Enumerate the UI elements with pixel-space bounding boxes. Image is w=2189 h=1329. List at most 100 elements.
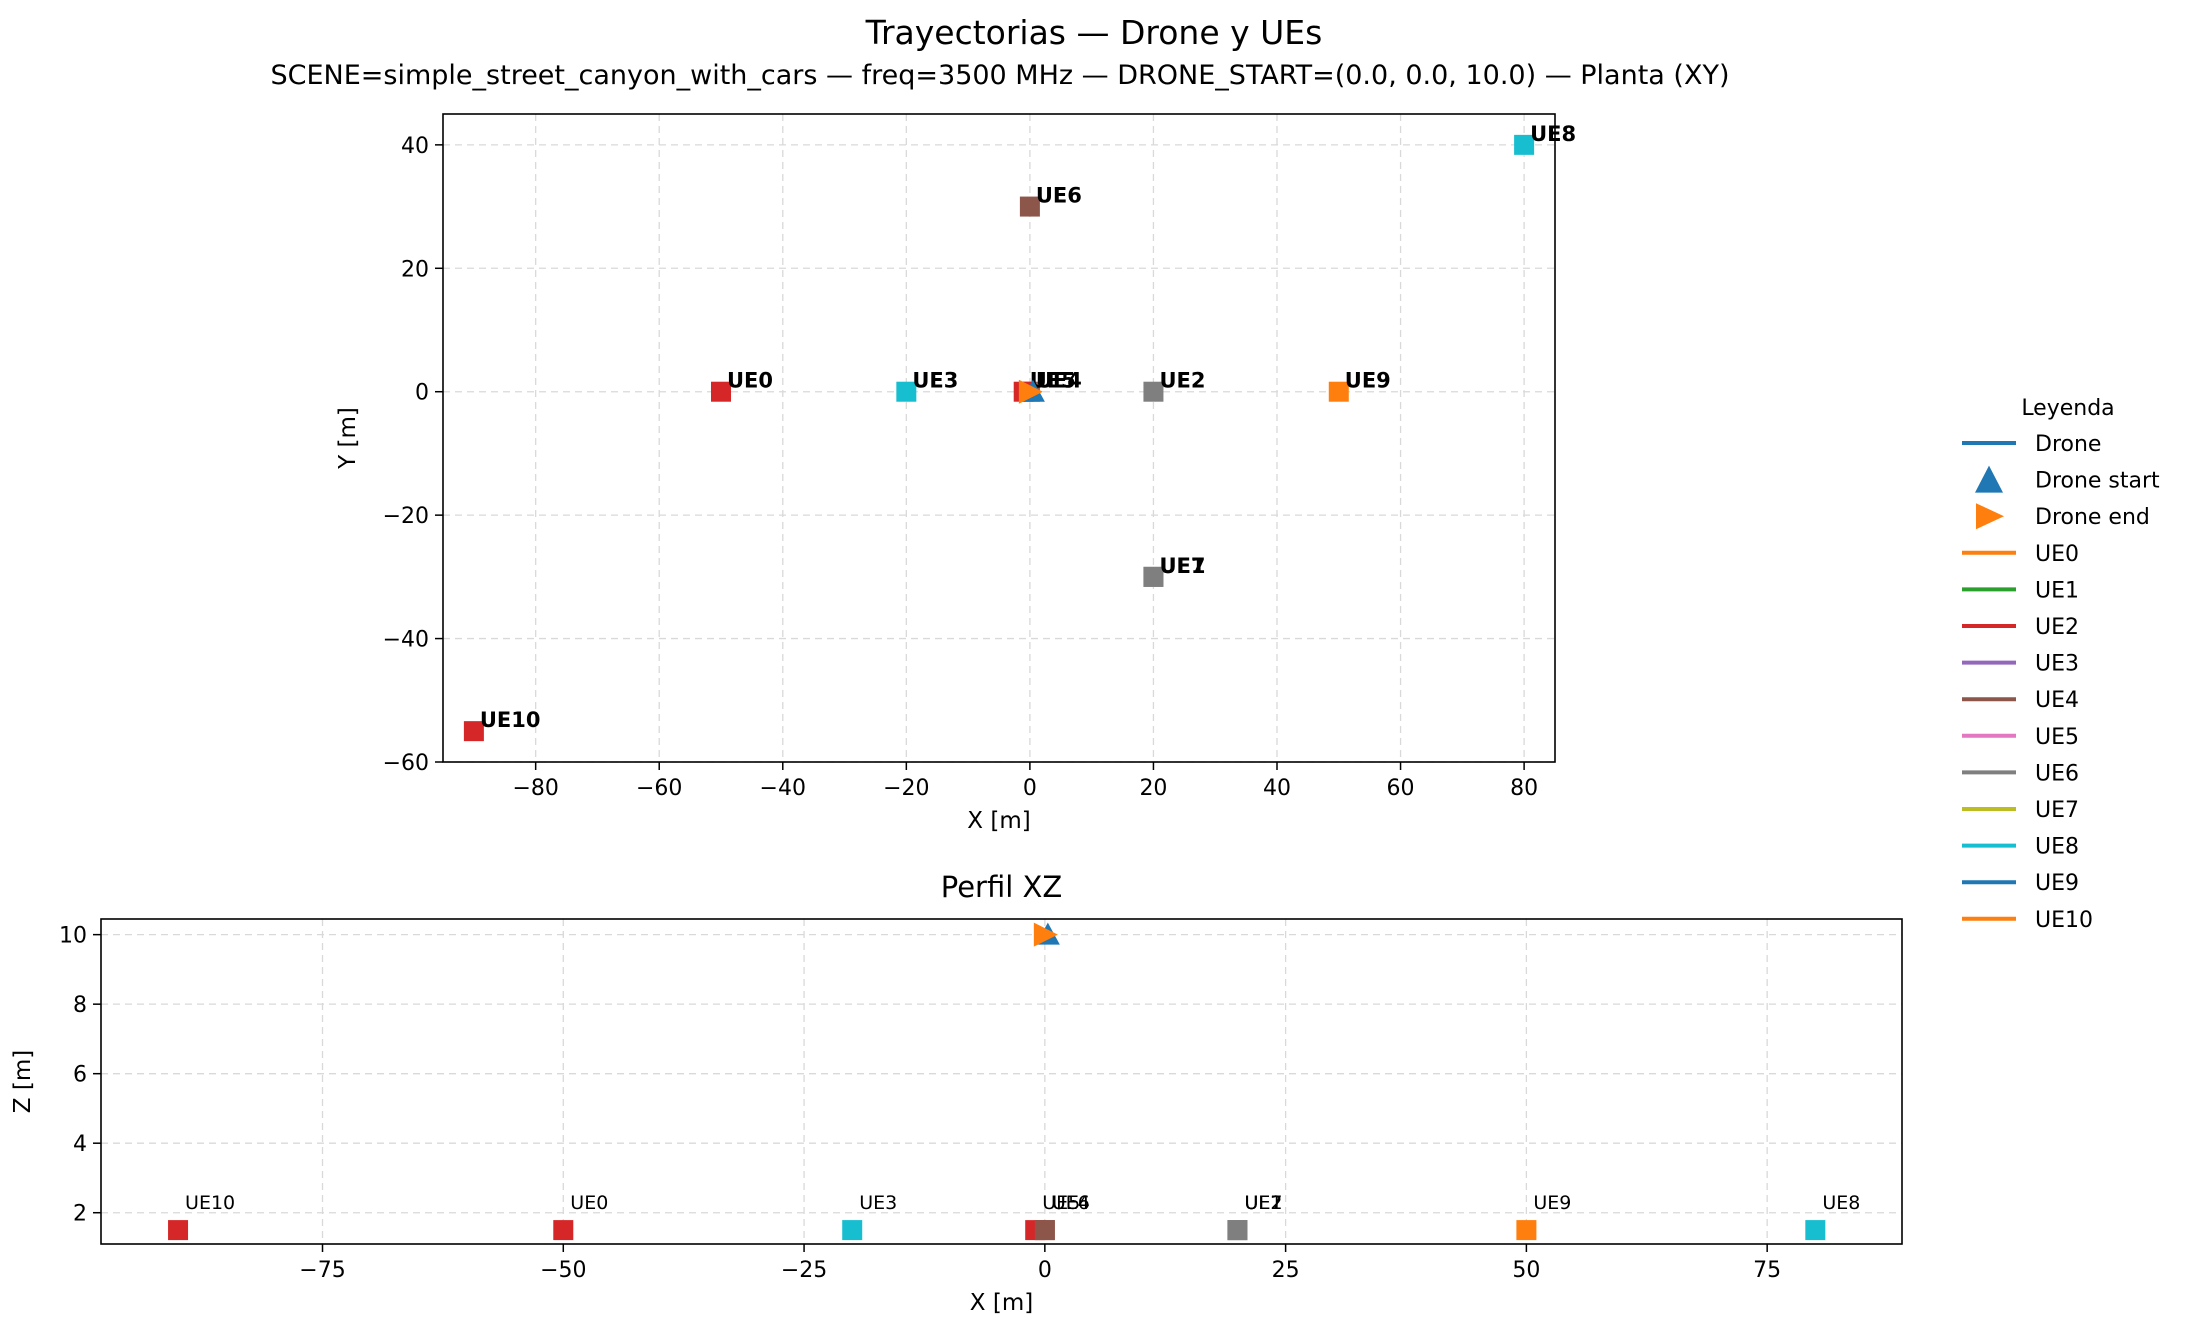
y-tick-label: 8 — [73, 993, 87, 1018]
legend-label: UE9 — [2035, 871, 2079, 896]
ue-label-ue2: UE2 — [1244, 1192, 1282, 1214]
ue-label-ue9: UE9 — [1345, 369, 1391, 393]
ue-marker-ue10 — [463, 721, 484, 742]
ue-marker-ue9 — [1516, 1220, 1537, 1241]
y-tick-label: 6 — [73, 1063, 87, 1088]
ue-marker-ue3 — [896, 381, 917, 402]
legend-label: UE5 — [2035, 725, 2079, 750]
x-tick-label: 75 — [1753, 1258, 1781, 1283]
y-tick-label: 20 — [401, 257, 429, 282]
y-tick-label: −40 — [383, 628, 429, 653]
ue-marker-ue6 — [1019, 196, 1040, 217]
ue-label-ue4: UE4 — [1036, 369, 1082, 393]
x-tick-label: −25 — [781, 1258, 827, 1283]
plot-title: Perfil XZ — [941, 870, 1063, 904]
x-tick-label: 20 — [1139, 776, 1167, 801]
y-tick-label: 40 — [401, 134, 429, 159]
y-tick-label: −20 — [383, 504, 429, 529]
x-tick-label: 40 — [1263, 776, 1291, 801]
legend-item-ue2: UE2 — [1962, 615, 2079, 640]
drone-end-marker — [1033, 922, 1058, 947]
ue-marker-ue8 — [1514, 134, 1535, 155]
ue-label-ue1: UE1 — [1159, 554, 1205, 578]
y-tick-label: 2 — [73, 1202, 87, 1227]
x-tick-label: −50 — [540, 1258, 586, 1283]
legend-item-ue6: UE6 — [1962, 761, 2079, 786]
x-tick-label: 0 — [1038, 1258, 1052, 1283]
ue-label-ue6: UE6 — [1036, 184, 1082, 208]
ue-label-ue3: UE3 — [912, 369, 958, 393]
x-tick-label: 60 — [1387, 776, 1415, 801]
y-tick-label: −60 — [383, 751, 429, 776]
ue-label-ue10: UE10 — [480, 708, 541, 732]
ue-label-ue0: UE0 — [570, 1192, 608, 1214]
ue-marker-ue0 — [553, 1220, 574, 1241]
figure-title: Trayectorias — Drone y UEs — [865, 13, 1323, 52]
legend-title: Leyenda — [2021, 396, 2114, 421]
drone-end-marker — [1018, 379, 1043, 404]
ue-label-ue8: UE8 — [1822, 1192, 1860, 1214]
legend-item-ue5: UE5 — [1962, 725, 2079, 750]
ue-label-ue10: UE10 — [185, 1192, 235, 1214]
ue-label-ue9: UE9 — [1533, 1192, 1571, 1214]
legend-item-ue4: UE4 — [1962, 688, 2079, 713]
xy-plan-chart: −80 −60 −40 −20 0 20 40 60 80 −60 −40 −20 0 20 40 UE0 UE… — [335, 113, 1576, 834]
ue-marker-ue7 — [1143, 566, 1164, 587]
ue-marker-ue0 — [711, 381, 731, 402]
ue-marker-ue7 — [1227, 1220, 1248, 1241]
legend-label: UE6 — [2035, 761, 2079, 786]
ue-marker-ue9 — [1328, 381, 1349, 402]
legend-label: UE2 — [2035, 615, 2079, 640]
ue-label-ue6: UE6 — [1052, 1192, 1090, 1214]
ue-label-ue0: UE0 — [727, 369, 773, 393]
x-tick-label: −60 — [636, 776, 682, 801]
chart-legend: Leyenda Drone Drone start Drone end UE0 UE1 UE… — [1962, 396, 2160, 933]
ue-marker-ue10 — [168, 1220, 189, 1241]
y-axis-label: Y [m] — [335, 407, 361, 470]
x-tick-label: 0 — [1023, 776, 1037, 801]
legend-label: UE1 — [2035, 578, 2079, 603]
legend-item-drone-start: Drone start — [1975, 465, 2160, 494]
ue-marker-ue3 — [842, 1220, 863, 1241]
legend-label: UE0 — [2035, 542, 2079, 567]
figure-subtitle: SCENE=simple_street_canyon_with_cars — f… — [270, 60, 1729, 91]
ue-label-ue2: UE2 — [1159, 369, 1205, 393]
legend-item-ue9: UE9 — [1962, 871, 2079, 896]
legend-item-ue1: UE1 — [1962, 578, 2079, 603]
plot-frame — [100, 918, 1903, 1245]
x-tick-label: 25 — [1272, 1258, 1300, 1283]
x-tick-label: 80 — [1510, 776, 1538, 801]
x-tick-label: −40 — [760, 776, 806, 801]
y-axis-label: Z [m] — [10, 1050, 36, 1113]
legend-label: Drone end — [2035, 505, 2150, 530]
legend-item-ue8: UE8 — [1962, 835, 2079, 860]
legend-item-ue3: UE3 — [1962, 652, 2079, 677]
x-tick-label: −75 — [299, 1258, 345, 1283]
legend-label: Drone start — [2035, 469, 2160, 494]
legend-label: UE3 — [2035, 652, 2079, 677]
ue-label-ue7: UE7 — [1244, 1192, 1282, 1214]
legend-label: UE10 — [2035, 908, 2093, 933]
y-tick-label: 0 — [415, 381, 429, 406]
x-axis-label: X [m] — [970, 1290, 1033, 1316]
y-tick-label: 4 — [73, 1132, 87, 1157]
legend-item-drone-end: Drone end — [1976, 503, 2150, 530]
legend-label: Drone — [2035, 432, 2101, 457]
legend-label: UE7 — [2035, 798, 2079, 823]
ue-marker-ue6 — [1034, 1220, 1055, 1241]
legend-item-ue0: UE0 — [1962, 542, 2079, 567]
x-tick-label: −20 — [883, 776, 929, 801]
x-tick-label: −80 — [512, 776, 558, 801]
ue-marker-ue8 — [1805, 1220, 1826, 1241]
ue-label-ue5: UE5 — [1042, 1192, 1080, 1214]
legend-swatch — [1975, 465, 2003, 493]
legend-swatch — [1976, 503, 2004, 530]
x-tick-label: 50 — [1512, 1258, 1540, 1283]
legend-label: UE8 — [2035, 835, 2079, 860]
legend-item-ue10: UE10 — [1962, 908, 2093, 933]
legend-item-ue7: UE7 — [1962, 798, 2079, 823]
plot-frame — [442, 113, 1556, 763]
ue-label-ue7: UE7 — [1159, 554, 1205, 578]
